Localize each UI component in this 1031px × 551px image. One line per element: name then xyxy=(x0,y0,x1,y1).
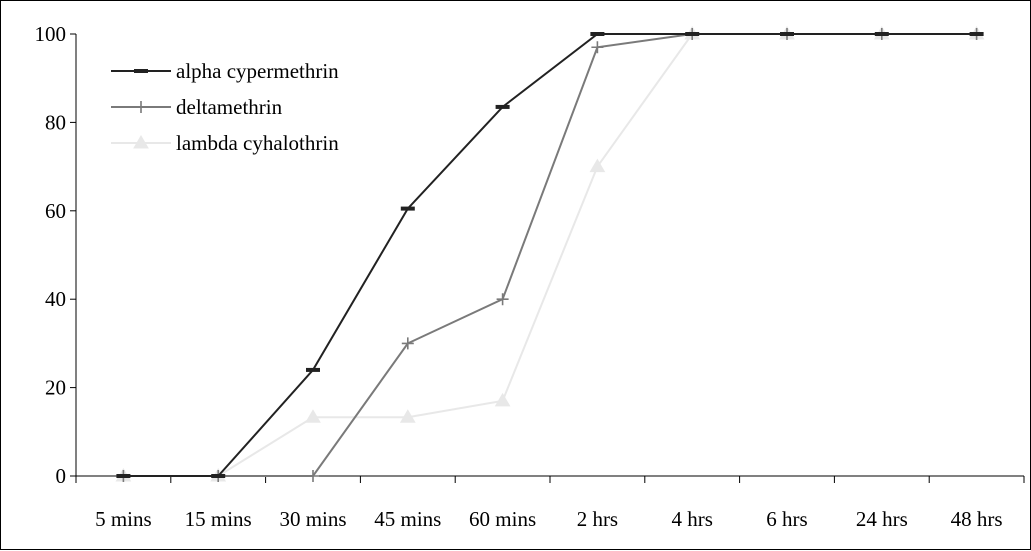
legend-entry-1: deltamethrin xyxy=(111,95,283,119)
x-tick-label: 48 hrs xyxy=(951,507,1003,531)
x-tick-label: 6 hrs xyxy=(766,507,807,531)
y-tick-label: 40 xyxy=(45,287,66,311)
series-lines xyxy=(115,26,985,482)
data-point xyxy=(399,409,416,423)
data-point xyxy=(401,337,414,350)
data-point xyxy=(400,206,415,211)
x-tick-label: 5 mins xyxy=(95,507,152,531)
data-point xyxy=(307,470,319,482)
legend-marker xyxy=(133,135,149,149)
y-tick-label: 80 xyxy=(45,110,66,134)
axes: 0 20 40 60 80 100 5 mins 15 mins 30 mins 45 mins 6… xyxy=(35,22,1025,531)
x-tick-label: 4 hrs xyxy=(671,507,712,531)
data-point xyxy=(590,32,605,36)
x-tick-label: 15 mins xyxy=(185,507,252,531)
data-point xyxy=(780,32,794,36)
data-point xyxy=(969,32,984,36)
data-point xyxy=(211,474,226,478)
data-point xyxy=(116,474,131,478)
data-point xyxy=(494,392,511,407)
data-point xyxy=(306,367,320,372)
x-tick-label: 2 hrs xyxy=(577,507,618,531)
legend-marker xyxy=(135,101,147,113)
legend-entry-0: alpha cypermethrin xyxy=(111,59,339,83)
data-point xyxy=(305,409,321,423)
x-tick-label: 45 mins xyxy=(374,507,441,531)
data-point xyxy=(496,293,509,306)
data-point xyxy=(685,32,700,36)
legend: alpha cypermethrin deltamethrin lambda cyh… xyxy=(111,59,339,155)
data-point xyxy=(589,158,606,173)
y-tick-label: 60 xyxy=(45,199,66,223)
series-0 xyxy=(116,32,984,478)
legend-label: alpha cypermethrin xyxy=(176,59,339,83)
legend-marker xyxy=(134,69,148,73)
data-point xyxy=(591,41,604,54)
x-tick-label: 24 hrs xyxy=(856,507,908,531)
y-tick-label: 0 xyxy=(56,464,67,488)
data-point xyxy=(495,104,510,109)
y-tick-label: 20 xyxy=(45,376,66,400)
x-tick-label: 60 mins xyxy=(469,507,536,531)
legend-label: deltamethrin xyxy=(176,95,283,119)
y-tick-label: 100 xyxy=(35,22,67,46)
legend-label: lambda cyhalothrin xyxy=(176,131,339,155)
x-tick-label: 30 mins xyxy=(279,507,346,531)
data-point xyxy=(874,32,889,36)
legend-entry-2: lambda cyhalothrin xyxy=(111,131,339,155)
series-line-0 xyxy=(123,33,977,477)
